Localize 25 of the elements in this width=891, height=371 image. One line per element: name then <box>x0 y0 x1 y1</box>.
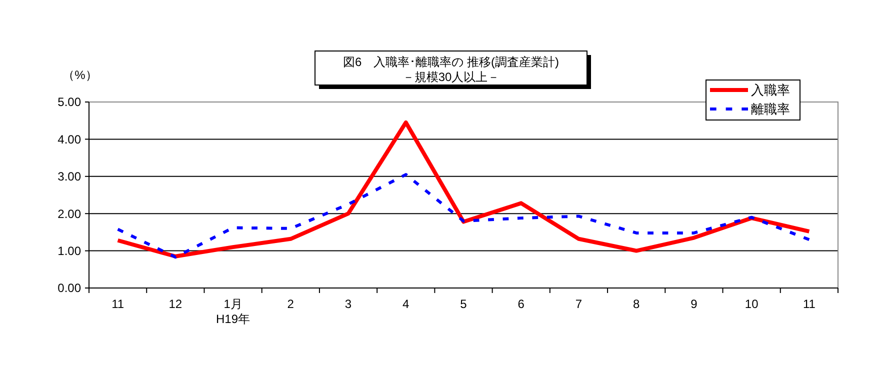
x-tick-label: 1月 H19年 <box>216 297 250 326</box>
x-tick-label: 5 <box>460 297 468 311</box>
x-tick-label: 6 <box>518 297 525 311</box>
y-tick-label: 0.00 <box>58 281 82 296</box>
x-tick-label: 9 <box>690 297 698 311</box>
x-tick-label: 2 <box>287 297 294 311</box>
y-tick-label: 2.00 <box>58 206 82 221</box>
y-axis-title: （%） <box>62 68 98 82</box>
y-tick-label: 4.00 <box>58 132 82 146</box>
line-series <box>116 120 812 258</box>
x-tick-label: 7 <box>575 297 582 311</box>
y-tick-label: 3.00 <box>58 170 82 184</box>
x-tick-label: 4 <box>402 297 410 311</box>
chart-title: 図6 入職率･離職率の 推移(調査産業計) －規模30人以上－ <box>343 55 560 84</box>
legend-label: 入職率 <box>751 82 790 98</box>
y-tick-label: 5.00 <box>58 95 82 110</box>
x-tick-label: 3 <box>344 297 352 311</box>
line-series <box>116 173 811 259</box>
legend-label: 離職率 <box>751 102 790 117</box>
x-tick-label: 12 <box>168 297 182 311</box>
x-tick-label: 10 <box>744 297 759 311</box>
x-tick-label: 11 <box>112 297 124 311</box>
x-tick-label: 11 <box>802 297 816 311</box>
y-tick-label: 1.00 <box>58 244 82 258</box>
x-tick-label: 8 <box>633 297 640 311</box>
